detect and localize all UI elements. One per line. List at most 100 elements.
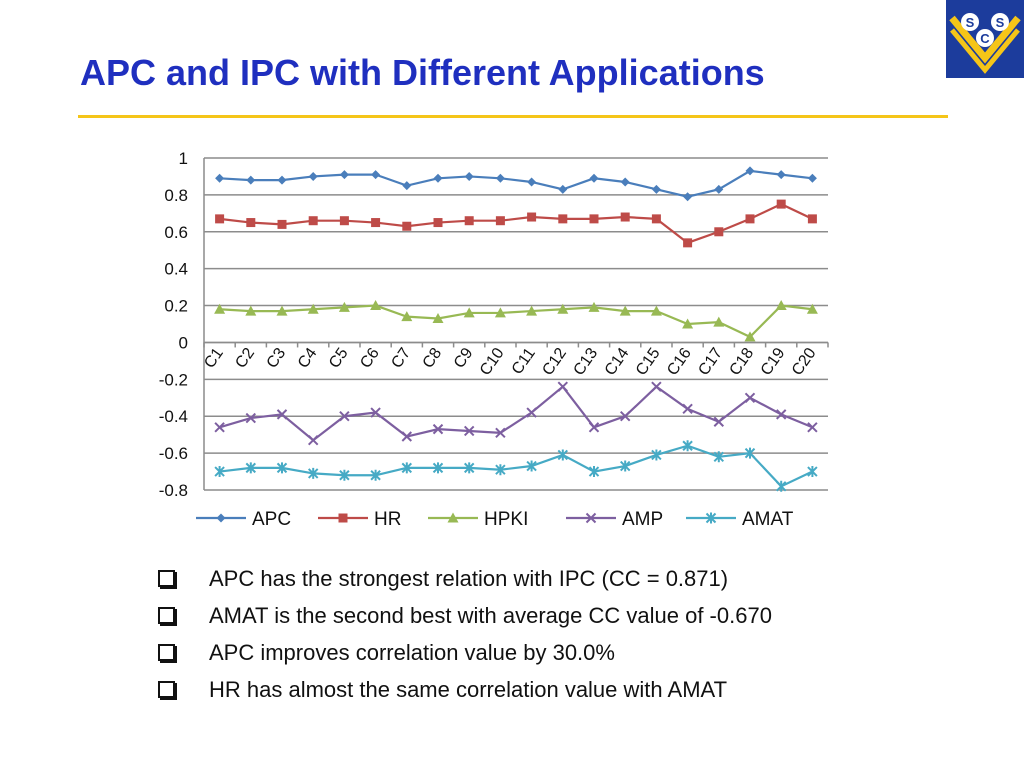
x-tick-label: C7	[388, 345, 414, 372]
data-point	[495, 216, 505, 226]
data-point	[585, 512, 597, 524]
data-point	[464, 171, 474, 181]
x-tick-label: C17	[695, 345, 726, 379]
data-point	[807, 214, 817, 224]
x-tick-label: C4	[295, 345, 321, 372]
bullet-item: APC has the strongest relation with IPC …	[158, 560, 772, 597]
data-point	[495, 427, 506, 439]
y-tick-label: 0.6	[164, 223, 188, 242]
x-tick-label: C13	[571, 345, 602, 379]
bullet-item: AMAT is the second best with average CC …	[158, 597, 772, 634]
data-point	[775, 409, 787, 420]
data-point	[402, 221, 412, 231]
legend-label: APC	[252, 509, 291, 530]
data-point	[683, 192, 693, 202]
x-tick-label: C12	[539, 345, 570, 379]
data-point	[558, 184, 568, 194]
data-point	[651, 214, 661, 224]
data-point	[557, 381, 569, 392]
data-point	[338, 513, 348, 523]
data-point	[744, 331, 756, 342]
data-point	[526, 305, 538, 316]
x-tick-label: C6	[357, 345, 383, 372]
data-point	[494, 307, 506, 318]
legend-label: AMAT	[742, 509, 794, 530]
data-point	[307, 434, 319, 446]
data-point	[776, 170, 786, 180]
data-point	[308, 216, 318, 226]
data-point	[588, 301, 600, 312]
data-point	[557, 449, 569, 461]
x-tick-label: C18	[727, 345, 758, 379]
series-line-apc	[219, 169, 813, 198]
data-point	[589, 173, 599, 183]
data-point	[339, 411, 350, 422]
data-point	[245, 412, 257, 424]
logo-letter: S	[966, 15, 975, 30]
bullet-text: HR has almost the same correlation value…	[209, 676, 728, 702]
y-tick-label: 0.2	[164, 297, 188, 316]
data-point	[807, 173, 817, 183]
x-tick-label: C14	[602, 345, 633, 379]
data-point	[589, 214, 599, 224]
data-point	[215, 214, 225, 224]
data-point	[745, 166, 755, 176]
x-tick-label: C5	[326, 345, 352, 372]
slide-title: APC and IPC with Different Applications	[80, 52, 765, 93]
data-point	[307, 303, 319, 314]
data-point	[526, 407, 537, 418]
data-point	[714, 184, 724, 194]
x-tick-label: C16	[664, 345, 695, 379]
data-point	[775, 480, 787, 492]
data-point	[651, 184, 661, 194]
data-point	[216, 513, 226, 523]
data-point	[682, 440, 693, 452]
data-point	[308, 171, 318, 181]
x-tick-label: C20	[789, 345, 820, 379]
data-point	[401, 431, 413, 442]
data-point	[683, 238, 693, 248]
bullet-text: APC improves correlation value by 30.0%	[209, 639, 615, 665]
series-line-hr	[219, 202, 813, 245]
data-point	[276, 305, 288, 316]
bullet-item: HR has almost the same correlation value…	[158, 671, 772, 708]
series-line-hpki	[219, 304, 813, 339]
data-point	[619, 460, 631, 472]
x-tick-label: C1	[201, 345, 227, 372]
y-tick-label: 1	[179, 149, 188, 168]
data-point	[682, 403, 693, 415]
data-point	[650, 305, 662, 316]
data-point	[619, 305, 631, 316]
y-tick-label: 0.8	[164, 186, 188, 205]
data-point	[432, 312, 444, 323]
logo-letter: C	[980, 31, 990, 46]
x-tick-label: C19	[758, 345, 789, 379]
data-point	[338, 301, 350, 312]
data-point	[276, 409, 288, 420]
data-point	[651, 449, 662, 461]
data-point	[495, 173, 505, 183]
data-point	[432, 462, 444, 474]
data-point	[620, 177, 630, 187]
checkbox-bullet-icon	[158, 644, 175, 661]
data-point	[527, 212, 537, 222]
data-point	[745, 214, 755, 224]
series-line-amp	[219, 385, 813, 442]
x-tick-label: C8	[420, 345, 446, 372]
data-point	[307, 467, 319, 479]
legend-label: HR	[374, 509, 401, 530]
x-tick-label: C3	[264, 345, 290, 372]
data-point	[619, 411, 631, 422]
data-point	[276, 462, 288, 474]
data-point	[682, 318, 694, 329]
y-tick-label: -0.4	[159, 407, 188, 426]
data-point	[557, 303, 569, 314]
data-point	[401, 311, 413, 322]
data-point	[447, 512, 459, 523]
bullet-text: AMAT is the second best with average CC …	[209, 602, 772, 628]
line-chart: 1 0.8 0.6 0.4 0.2 0 -0.2 -0.4 -0.6 -0.8 C1 C2 C3 C4 C5…	[159, 149, 829, 530]
data-point	[246, 218, 256, 228]
data-point	[214, 303, 226, 314]
checkbox-bullet-icon	[158, 570, 175, 587]
data-point	[339, 469, 350, 481]
